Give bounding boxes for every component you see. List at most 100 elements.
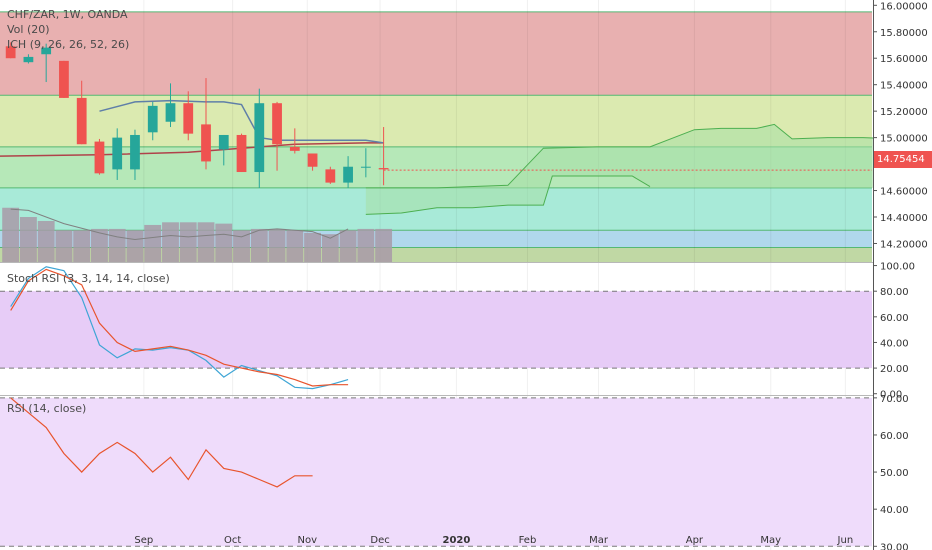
candle-body	[183, 103, 194, 134]
legend-rsi[interactable]: RSI (14, close)	[7, 402, 87, 415]
volume-bar	[91, 228, 108, 262]
time-tick-label: Dec	[370, 535, 389, 546]
price-tick-label: 15.40000	[880, 81, 928, 92]
candle-body	[236, 134, 247, 173]
volume-bar	[37, 220, 55, 262]
time-tick-label: May	[760, 535, 781, 546]
volume-bar	[144, 224, 162, 262]
price-tick-label: 14.60000	[880, 187, 928, 198]
volume-bar	[339, 230, 357, 262]
candle-body	[343, 166, 353, 183]
time-axis[interactable]: Sep Oct Nov Dec 2020 Feb Mar Apr May Jun	[134, 535, 853, 546]
volume-bar	[304, 232, 322, 262]
ichimoku-senkou-a	[365, 123, 899, 189]
zone-band	[0, 11, 872, 96]
volume-bar	[55, 230, 73, 262]
volume-bar	[375, 228, 393, 262]
candle-body	[59, 60, 69, 98]
legend-main[interactable]: CHF/ZAR, 1W, OANDA Vol (20) ICH (9, 26, …	[7, 7, 129, 52]
candle-body	[94, 141, 105, 174]
volume-bar	[73, 230, 91, 262]
price-tick-label: 15.80000	[880, 28, 928, 39]
time-tick-label: Nov	[297, 535, 317, 546]
stoch-tick-label: 20.00	[880, 364, 909, 375]
ichimoku-cloud-future	[650, 124, 899, 188]
rsi-tick-label: 40.00	[880, 505, 909, 516]
time-tick-label: Apr	[686, 535, 704, 546]
stoch-line-d	[10, 268, 349, 387]
volume-bar	[19, 217, 37, 262]
stoch-rsi-pane	[0, 262, 932, 395]
candle-body	[254, 103, 265, 173]
candle-body	[112, 137, 123, 170]
time-tick-label: Mar	[589, 535, 609, 546]
last-price-label: 14.75454	[874, 151, 932, 168]
volume-bar	[108, 228, 126, 262]
ichimoku-chikou	[10, 208, 349, 241]
volume-bar	[268, 228, 286, 262]
rsi-band	[0, 397, 872, 547]
rsi-tick-label: 70.00	[880, 394, 909, 405]
candle-body	[360, 166, 371, 168]
stoch-tick-label: 80.00	[880, 287, 909, 298]
price-tick-label: 14.40000	[880, 213, 928, 224]
stoch-line-k	[10, 266, 349, 390]
candle-body	[23, 56, 34, 63]
volume-bar	[357, 228, 375, 262]
candle-body	[147, 105, 158, 133]
price-tick-label: 15.00000	[880, 134, 928, 145]
rsi-line	[10, 397, 313, 488]
time-tick-label: Jun	[837, 535, 854, 546]
volume-bar	[162, 222, 179, 262]
volume-bar	[197, 222, 215, 262]
candle-body	[307, 153, 318, 167]
volume-bar	[250, 228, 268, 262]
candle-body	[5, 46, 16, 59]
candle-body	[272, 103, 282, 145]
price-axis[interactable]: 16.00000 15.80000 15.60000 15.40000 15.20000…	[873, 0, 932, 550]
volume-bar	[2, 207, 20, 262]
rsi-tick-label: 50.00	[880, 468, 909, 479]
candle-body	[325, 169, 336, 183]
legend-ichimoku[interactable]: ICH (9, 26, 26, 52, 26)	[7, 38, 130, 51]
time-tick-label: Oct	[224, 535, 241, 546]
stoch-tick-label: 40.00	[880, 338, 909, 349]
volume-bar	[215, 223, 233, 262]
volume-bar	[179, 222, 197, 262]
legend-stoch-rsi[interactable]: Stoch RSI (3, 3, 14, 14, close)	[7, 272, 170, 285]
rsi-pane	[0, 395, 932, 550]
ichimoku-senkou-b	[365, 175, 651, 215]
candle-body	[289, 146, 300, 151]
time-tick-label: Feb	[519, 535, 537, 546]
volume-bar	[286, 230, 304, 262]
candle-body	[378, 168, 389, 170]
volume-bar	[321, 234, 339, 262]
price-pane	[0, 0, 899, 262]
candle-body	[165, 103, 176, 122]
price-tick-label: 15.20000	[880, 107, 928, 118]
legend-symbol[interactable]: CHF/ZAR, 1W, OANDA	[7, 8, 128, 21]
time-tick-label: 2020	[443, 535, 471, 546]
axis-background	[873, 0, 932, 550]
stoch-band	[0, 291, 872, 369]
stoch-tick-label: 100.00	[880, 262, 915, 273]
candle-body	[76, 97, 87, 145]
ichimoku-tenkan	[99, 99, 384, 144]
ichimoku-cloud	[365, 146, 651, 215]
rsi-tick-label: 60.00	[880, 431, 909, 442]
volume-bar	[126, 230, 144, 262]
candle-body	[201, 124, 211, 162]
candle-body	[130, 134, 140, 170]
volume-bar	[233, 230, 250, 262]
stoch-tick-label: 0.00	[880, 390, 902, 401]
rsi-tick-label: 30.00	[880, 542, 909, 550]
candle-body	[218, 134, 229, 150]
price-tick-label: 14.20000	[880, 239, 928, 250]
price-tick-label: 16.00000	[880, 1, 928, 12]
time-tick-label: Sep	[134, 535, 153, 546]
candle-body	[41, 47, 52, 55]
price-tick-label: 15.60000	[880, 54, 928, 65]
legend-volume[interactable]: Vol (20)	[7, 23, 50, 36]
stoch-tick-label: 60.00	[880, 313, 909, 324]
